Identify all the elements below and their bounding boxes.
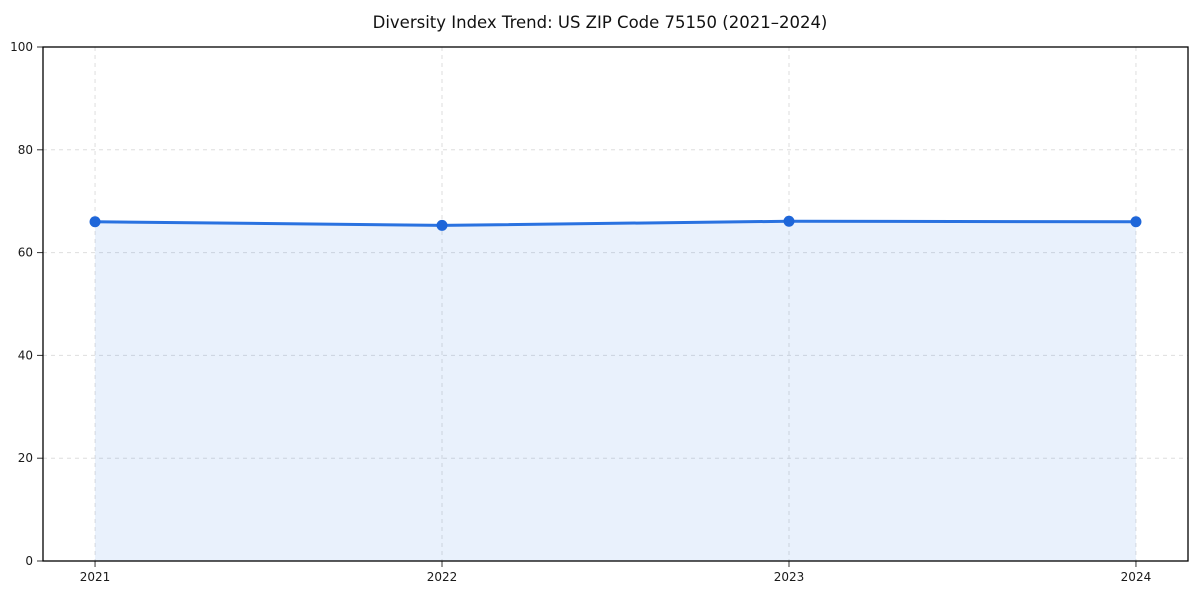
y-tick-label: 0: [25, 554, 33, 568]
gridlines: [43, 47, 1188, 561]
x-tick-label: 2022: [427, 570, 458, 584]
y-tick-label: 40: [18, 348, 33, 362]
data-point: [436, 219, 448, 231]
y-tick-label: 20: [18, 451, 33, 465]
data-point: [1130, 216, 1142, 228]
y-tick-label: 100: [10, 40, 33, 54]
y-tick-label: 80: [18, 143, 33, 157]
x-tick-label: 2024: [1121, 570, 1152, 584]
x-tick-label: 2023: [774, 570, 805, 584]
data-point: [783, 215, 795, 227]
series-area: [95, 221, 1136, 561]
data-point: [89, 216, 101, 228]
y-axis-ticks: 0 20 40 60 80 100: [10, 40, 43, 568]
series-line: [93, 219, 1138, 227]
x-tick-label: 2021: [80, 570, 111, 584]
x-axis-ticks: 2021 2022 2023 2024: [80, 561, 1151, 584]
data-points: [89, 215, 1142, 231]
axes-spines: [42, 46, 1189, 562]
chart-title: Diversity Index Trend: US ZIP Code 75150…: [372, 13, 828, 32]
plot-border: [42, 46, 1189, 562]
y-tick-label: 60: [18, 246, 33, 260]
trend-line: [93, 219, 1138, 227]
area-fill: [95, 221, 1136, 561]
